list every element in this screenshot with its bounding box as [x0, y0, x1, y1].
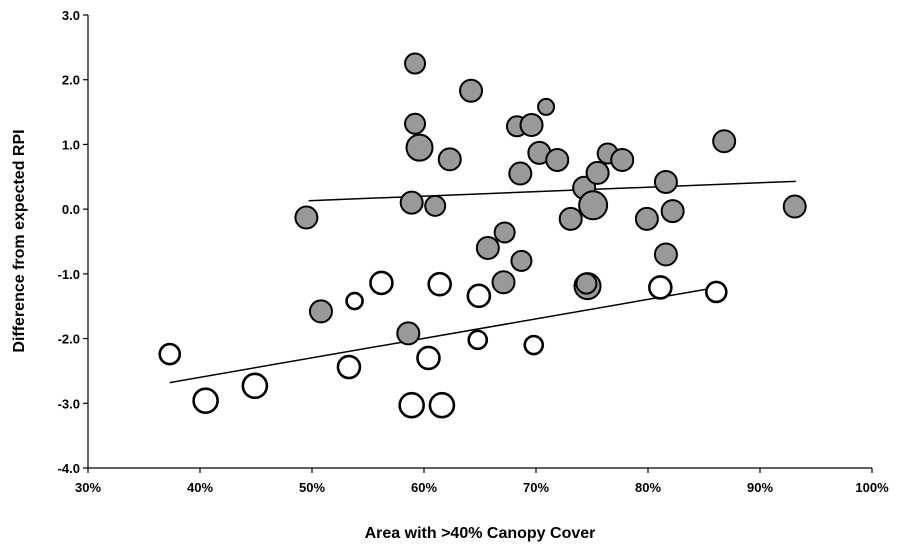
- data-point-filled: [399, 190, 424, 215]
- x-axis-title: Area with >40% Canopy Cover: [365, 525, 596, 542]
- data-point-open: [523, 334, 545, 356]
- data-point-filled: [660, 199, 685, 224]
- data-point-filled: [404, 112, 427, 135]
- y-tick-label: 3.0: [62, 8, 80, 23]
- data-point-filled: [404, 52, 427, 75]
- data-point-filled: [653, 242, 678, 267]
- y-tick-label: 1.0: [62, 137, 80, 152]
- data-point-filled: [475, 235, 500, 260]
- trendline: [169, 287, 714, 384]
- data-point-filled: [396, 321, 421, 346]
- data-point-filled: [459, 78, 484, 103]
- data-point-filled: [493, 221, 516, 244]
- data-point-filled: [575, 272, 598, 295]
- data-point-filled: [610, 147, 635, 172]
- data-point-filled: [537, 97, 556, 116]
- data-point-open: [158, 342, 182, 366]
- x-tick-label: 80%: [635, 480, 661, 495]
- x-tick-label: 90%: [747, 480, 773, 495]
- x-tick-label: 100%: [855, 480, 889, 495]
- data-point-filled: [578, 190, 609, 221]
- data-point-filled: [491, 270, 516, 295]
- data-point-filled: [508, 161, 533, 186]
- x-tick-label: 40%: [187, 480, 213, 495]
- data-point-open: [467, 329, 489, 351]
- data-point-open: [192, 387, 219, 414]
- data-point-open: [648, 275, 673, 300]
- data-point-filled: [585, 160, 610, 185]
- data-point-filled: [437, 147, 462, 172]
- data-point-open: [466, 283, 492, 309]
- data-point-filled: [558, 206, 583, 231]
- data-point-filled: [634, 206, 659, 231]
- data-point-open: [398, 391, 425, 419]
- data-point-filled: [510, 249, 533, 272]
- x-tick-label: 60%: [411, 480, 437, 495]
- data-point-filled: [294, 205, 319, 230]
- data-point-open: [416, 345, 441, 371]
- data-point-open: [428, 391, 456, 419]
- y-tick-label: -4.0: [58, 461, 80, 476]
- data-point-open: [241, 372, 269, 400]
- y-tick-label: -2.0: [58, 332, 80, 347]
- data-point-filled: [782, 194, 807, 219]
- data-point-filled: [405, 133, 434, 162]
- y-tick-label: -3.0: [58, 396, 80, 411]
- data-point-filled: [308, 299, 333, 324]
- data-point-filled: [653, 169, 678, 194]
- y-tick-label: 2.0: [62, 73, 80, 88]
- data-point-open: [427, 271, 452, 297]
- data-point-filled: [424, 194, 447, 217]
- y-axis-title: Difference from expected RPI: [11, 129, 28, 352]
- x-tick-label: 50%: [299, 480, 325, 495]
- data-point-open: [336, 354, 362, 380]
- data-point-filled: [712, 129, 737, 154]
- data-point-filled: [545, 147, 570, 172]
- data-point-open: [369, 270, 394, 296]
- data-point-open: [705, 280, 728, 304]
- x-tick-label: 30%: [75, 480, 101, 495]
- y-tick-label: -1.0: [58, 267, 80, 282]
- y-tick-label: 0.0: [62, 202, 80, 217]
- data-point-open: [345, 291, 364, 311]
- x-tick-label: 70%: [523, 480, 549, 495]
- data-point-filled: [519, 113, 544, 138]
- trendline: [308, 180, 796, 202]
